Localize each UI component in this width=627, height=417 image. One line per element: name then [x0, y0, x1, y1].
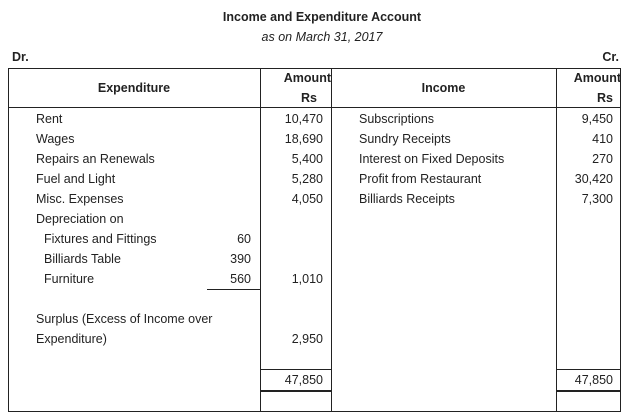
- expenditure-amount: 10,470: [284, 112, 323, 126]
- income-amount: 9,450: [581, 112, 613, 126]
- total-line: [556, 369, 620, 370]
- header-rs: Rs: [301, 91, 317, 105]
- depreciation-total: 1,010: [291, 272, 323, 286]
- expenditure-amount: 4,050: [291, 192, 323, 206]
- title: Income and Expenditure Account: [222, 10, 422, 24]
- header-income: Income: [421, 81, 466, 95]
- header-bottom-border: [8, 107, 621, 108]
- depreciation-amount: 560: [230, 272, 251, 286]
- income-label: Sundry Receipts: [359, 132, 451, 146]
- income-amount: 7,300: [581, 192, 613, 206]
- expenditure-label: Fuel and Light: [36, 172, 116, 186]
- depreciation-label: Fixtures and Fittings: [44, 232, 157, 246]
- total-double-line: [556, 390, 620, 392]
- expenditure-total: 47,850: [284, 373, 323, 387]
- header-rs-income: Rs: [597, 91, 613, 105]
- col-border: [331, 68, 332, 412]
- col-border: [260, 68, 261, 412]
- expenditure-amount: 18,690: [284, 132, 323, 146]
- col-border: [8, 68, 9, 412]
- cr-label: Cr.: [602, 50, 619, 64]
- income-total: 47,850: [574, 373, 613, 387]
- table-top-border: [8, 68, 621, 69]
- expenditure-label: Repairs an Renewals: [36, 152, 155, 166]
- expenditure-label: Rent: [36, 112, 63, 126]
- header-expenditure: Expenditure: [97, 81, 171, 95]
- col-border: [556, 68, 557, 412]
- expenditure-label: Wages: [36, 132, 75, 146]
- surplus-label: Expenditure): [36, 332, 107, 346]
- income-label: Interest on Fixed Deposits: [359, 152, 505, 166]
- income-amount: 270: [592, 152, 613, 166]
- header-amount: Amount: [283, 71, 331, 85]
- total-double-line: [260, 390, 331, 392]
- subtotal-line: [207, 289, 260, 290]
- income-label: Billiards Receipts: [359, 192, 455, 206]
- surplus-amount: 2,950: [291, 332, 323, 346]
- col-border: [620, 68, 621, 412]
- depreciation-amount: 390: [230, 252, 251, 266]
- depreciation-amount: 60: [237, 232, 251, 246]
- surplus-label: Surplus (Excess of Income over: [36, 312, 213, 326]
- expenditure-label: Misc. Expenses: [36, 192, 124, 206]
- dr-label: Dr.: [12, 50, 29, 64]
- income-amount: 410: [592, 132, 613, 146]
- expenditure-amount: 5,280: [291, 172, 323, 186]
- table-bottom-border: [8, 411, 621, 412]
- depreciation-label: Furniture: [44, 272, 95, 286]
- subtitle: as on March 31, 2017: [261, 30, 383, 44]
- expenditure-label: Depreciation on: [36, 212, 124, 226]
- income-amount: 30,420: [574, 172, 613, 186]
- income-label: Subscriptions: [359, 112, 435, 126]
- depreciation-label: Billiards Table: [44, 252, 121, 266]
- header-amount-income: Amount: [573, 71, 621, 85]
- income-label: Profit from Restaurant: [359, 172, 482, 186]
- total-line: [260, 369, 331, 370]
- expenditure-amount: 5,400: [291, 152, 323, 166]
